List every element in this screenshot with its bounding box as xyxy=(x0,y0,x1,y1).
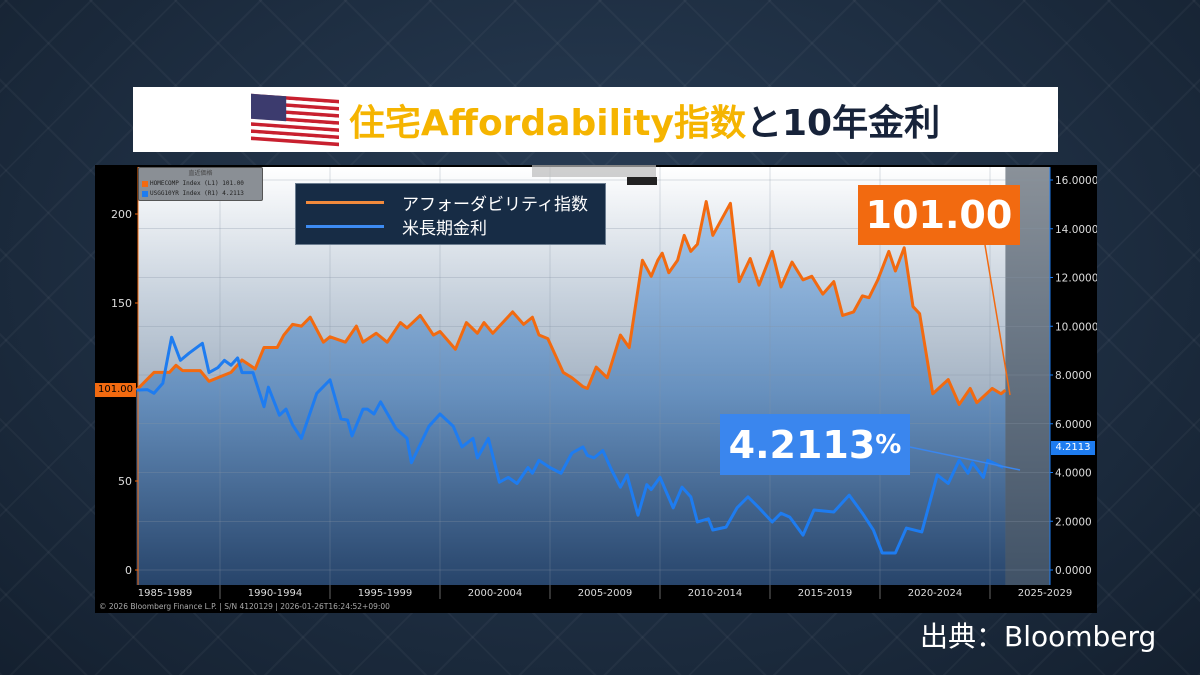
x-tick-label: 2015-2019 xyxy=(798,588,853,599)
left-tick-label: 0 xyxy=(125,564,132,577)
blue-square-icon xyxy=(142,190,148,197)
right-tick-label: 8.0000 xyxy=(1055,370,1092,382)
flag-stripe xyxy=(250,128,339,139)
rate-line xyxy=(136,335,1004,555)
rate-callout-leader xyxy=(909,446,1021,471)
x-tick-label: 1995-1999 xyxy=(358,588,413,599)
affordability-line xyxy=(135,200,1007,406)
right-tick-label: 14.0000 xyxy=(1055,224,1097,236)
x-tick-label: 2020-2024 xyxy=(908,588,963,599)
x-tick-label: 2025-2029 xyxy=(1018,588,1073,599)
chart-toolbar[interactable] xyxy=(532,165,656,177)
bloomberg-legend-row: USGG10YR Index (R1) 4.2113 xyxy=(142,189,259,199)
bloomberg-legend: 直近価格 HOMECOMP Index (L1) 101.00 USGG10YR… xyxy=(138,167,263,201)
x-tick-label: 2000-2004 xyxy=(468,588,523,599)
bloomberg-legend-label: USGG10YR Index (R1) 4.2113 xyxy=(150,190,244,197)
source-credit: 出典：Bloomberg xyxy=(920,620,1157,653)
affordability-area xyxy=(136,201,1006,585)
orange-square-icon xyxy=(142,180,148,187)
legend-swatch xyxy=(306,200,384,204)
flag-stripe xyxy=(250,121,339,132)
chart-footer: © 2026 Bloomberg Finance L.P. | S/N 4120… xyxy=(99,602,390,611)
x-tick-label: 1985-1989 xyxy=(138,588,193,599)
bloomberg-legend-header: 直近価格 xyxy=(188,170,213,177)
title-rest: と10年金利 xyxy=(745,102,941,144)
x-tick-label: 2010-2014 xyxy=(688,588,743,599)
flag-stripe xyxy=(250,118,339,128)
us-flag-icon xyxy=(250,93,339,146)
affordability-callout: 101.00 xyxy=(858,185,1020,245)
legend: アフォーダビリティ指数 米長期金利 xyxy=(295,183,606,245)
right-tick-label: 2.0000 xyxy=(1055,516,1092,528)
legend-item-affordability: アフォーダビリティ指数 xyxy=(306,190,595,215)
left-tick-label: 200 xyxy=(111,208,132,221)
bloomberg-legend-row: HOMECOMP Index (L1) 101.00 xyxy=(142,179,259,189)
affordability-callout-leader xyxy=(984,244,1011,396)
rate-callout: 4.2113% xyxy=(720,414,910,475)
title-banner: 住宅Affordability指数と10年金利 xyxy=(133,87,1058,152)
legend-label: 米長期金利 xyxy=(402,218,487,239)
flag-stripe xyxy=(250,125,339,136)
right-axis-last-value-tag: 4.2113 xyxy=(1051,441,1095,455)
flag-stripe xyxy=(250,136,339,146)
right-tick-label: 12.0000 xyxy=(1055,273,1097,285)
rate-callout-value: 4.2113 xyxy=(728,422,876,467)
left-axis-last-value-tag: 101.00 xyxy=(95,383,136,397)
right-tick-label: 10.0000 xyxy=(1055,321,1097,333)
x-tick-label: 2005-2009 xyxy=(578,588,633,599)
left-tick-label: 50 xyxy=(118,475,132,488)
right-tick-label: 6.0000 xyxy=(1055,419,1092,431)
x-axis-band xyxy=(138,585,1050,601)
line-chart: 1985-1989 1990-1994 1995-1999 2000-2004 2005… xyxy=(111,167,1097,601)
right-tick-label: 16.0000 xyxy=(1055,175,1097,187)
flag-stripe xyxy=(250,132,339,143)
legend-label: アフォーダビリティ指数 xyxy=(402,194,588,215)
bloomberg-chart-panel: 1985-1989 1990-1994 1995-1999 2000-2004 2005… xyxy=(95,165,1097,613)
title-highlight: 住宅Affordability指数 xyxy=(348,102,746,144)
right-tick-label: 4.0000 xyxy=(1055,468,1092,480)
x-tick-label: 1990-1994 xyxy=(248,588,303,599)
bloomberg-legend-label: HOMECOMP Index (L1) 101.00 xyxy=(150,180,244,187)
page-title: 住宅Affordability指数と10年金利 xyxy=(349,94,940,146)
left-tick-label: 150 xyxy=(111,297,132,310)
chart-settings-button[interactable] xyxy=(627,177,657,185)
legend-swatch xyxy=(306,224,384,228)
rate-callout-unit: % xyxy=(875,429,902,460)
right-tick-label: 0.0000 xyxy=(1055,565,1092,577)
legend-item-rate: 米長期金利 xyxy=(306,214,595,239)
